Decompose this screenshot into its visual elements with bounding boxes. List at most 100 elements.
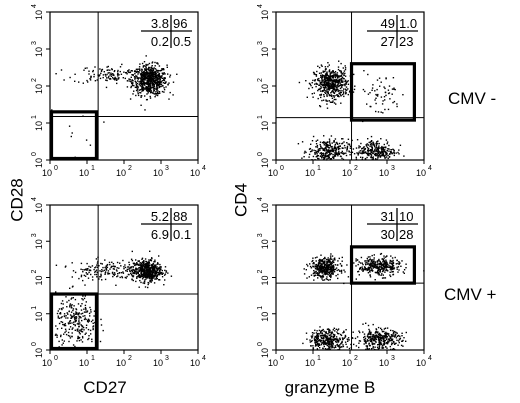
scatter-point (71, 332, 73, 334)
scatter-point (368, 331, 371, 333)
scatter-point (382, 261, 384, 263)
scatter-point (366, 345, 368, 347)
scatter-point (55, 291, 57, 293)
scatter-point (144, 88, 146, 90)
scatter-point (340, 83, 342, 86)
scatter-point (98, 75, 100, 77)
scatter-point (129, 266, 131, 269)
scatter-point (382, 146, 384, 149)
scatter-point (347, 93, 349, 96)
scatter-point (93, 73, 95, 76)
scatter-point (326, 73, 328, 75)
scatter-point (371, 156, 374, 159)
scatter-point (140, 83, 143, 85)
scatter-point (375, 331, 377, 333)
scatter-point (143, 65, 146, 67)
scatter-point (377, 326, 380, 329)
scatter-point (131, 82, 133, 84)
scatter-point (159, 266, 161, 268)
scatter-point (151, 265, 153, 267)
scatter-point (143, 260, 145, 262)
scatter-point (378, 151, 380, 153)
scatter-point (323, 94, 325, 96)
scatter-point (135, 68, 138, 71)
scatter-point (330, 72, 332, 74)
scatter-point (369, 145, 371, 148)
scatter-point (144, 82, 147, 85)
scatter-point (311, 93, 313, 95)
scatter-point (378, 340, 380, 342)
scatter-point (56, 334, 58, 336)
scatter-point (153, 93, 155, 95)
scatter-point (172, 94, 174, 96)
scatter-point (382, 343, 385, 345)
scatter-point (325, 73, 327, 76)
scatter-point (374, 154, 377, 156)
scatter-point (329, 74, 331, 76)
scatter-point (315, 150, 317, 152)
scatter-point (368, 261, 370, 263)
scatter-point (152, 262, 155, 265)
scatter-point (317, 277, 319, 279)
scatter-point (337, 90, 339, 92)
scatter-point (376, 153, 378, 156)
scatter-point (311, 339, 313, 342)
scatter-point (164, 269, 166, 272)
scatter-point (152, 268, 154, 270)
scatter-point (109, 69, 111, 71)
scatter-point (385, 256, 387, 258)
scatter-point (153, 270, 155, 272)
scatter-point (143, 261, 145, 263)
scatter-point (382, 338, 384, 340)
scatter-point (318, 77, 320, 80)
scatter-point (335, 338, 337, 340)
scatter-point (88, 265, 90, 268)
quadrant-label-upper-left: 3.8 (151, 16, 169, 31)
scatter-point (390, 260, 392, 262)
scatter-point (320, 152, 322, 154)
scatter-point (133, 76, 136, 78)
scatter-point (359, 150, 361, 152)
scatter-point (326, 156, 328, 158)
scatter-point (352, 148, 355, 150)
scatter-point (138, 276, 141, 278)
scatter-point (379, 336, 381, 338)
scatter-point (372, 152, 375, 154)
scatter-point (341, 86, 343, 89)
scatter-point (332, 259, 334, 262)
scatter-point (145, 70, 148, 72)
scatter-point (339, 70, 341, 72)
scatter-point (303, 273, 306, 275)
scatter-point (344, 67, 347, 69)
scatter-point (145, 278, 147, 280)
scatter-point (154, 68, 157, 70)
scatter-point (328, 144, 330, 146)
scatter-point (123, 268, 125, 270)
scatter-point (385, 153, 387, 155)
scatter-point (335, 98, 337, 101)
scatter-point (321, 74, 324, 76)
scatter-point (148, 62, 151, 65)
scatter-point (144, 267, 146, 270)
scatter-point (370, 142, 372, 144)
scatter-point (327, 344, 329, 347)
x-tick-exponent: 2 (354, 165, 358, 172)
scatter-point (68, 328, 71, 330)
quadrant-label-upper-right: 96 (173, 16, 187, 31)
scatter-point (373, 259, 375, 261)
scatter-point (316, 153, 318, 155)
scatter-point (70, 298, 72, 300)
scatter-point (383, 337, 385, 339)
y-tick-exponent: 0 (257, 152, 264, 156)
scatter-point (94, 80, 97, 82)
scatter-point (142, 89, 145, 92)
scatter-point (369, 92, 371, 94)
scatter-point (339, 82, 341, 84)
scatter-point (137, 71, 140, 73)
scatter-point (149, 273, 152, 275)
scatter-point (376, 267, 378, 269)
scatter-point (385, 265, 387, 267)
scatter-point (73, 312, 75, 315)
scatter-point (373, 144, 375, 146)
scatter-point (340, 80, 342, 82)
